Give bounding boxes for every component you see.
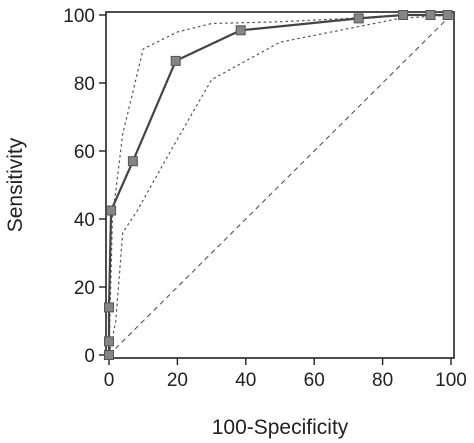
roc-point-marker: [398, 10, 409, 20]
roc-point-marker: [104, 336, 114, 347]
x-tick-label: 20: [167, 370, 188, 391]
tick-labels: 0 20 40 60 80 100 0 20 40 60 80 100: [63, 6, 467, 391]
y-tick-label: 0: [84, 346, 95, 367]
reference-diagonal-line: [108, 14, 452, 356]
plot-frame: [105, 11, 455, 359]
roc-point-marker: [425, 10, 436, 20]
y-tick-label: 40: [74, 210, 95, 231]
x-tick-label: 80: [372, 370, 393, 391]
y-tick-label: 80: [74, 74, 95, 95]
x-axis-title: 100-Specificity: [212, 416, 349, 439]
x-tick-label: 60: [304, 370, 325, 391]
roc-point-marker: [442, 10, 453, 20]
y-tick-label: 100: [63, 6, 95, 27]
roc-markers: [104, 10, 453, 360]
y-axis-title: Sensitivity: [4, 137, 27, 232]
axes: [99, 11, 455, 365]
lower-confidence-bound-line: [108, 14, 452, 356]
roc-curve-line: [107, 13, 448, 355]
roc-point-marker: [353, 13, 364, 24]
x-tick-label: 0: [104, 370, 115, 391]
y-tick-label: 20: [74, 278, 95, 299]
roc-point-marker: [127, 156, 138, 167]
x-tick-label: 100: [435, 370, 467, 391]
roc-point-marker: [170, 55, 181, 66]
roc-point-marker: [104, 350, 114, 360]
roc-point-marker: [104, 302, 114, 313]
x-tick-label: 40: [235, 370, 256, 391]
y-tick-label: 60: [74, 142, 95, 163]
roc-point-marker: [106, 205, 117, 216]
plot-lines: [107, 13, 452, 356]
roc-point-marker: [235, 25, 246, 36]
